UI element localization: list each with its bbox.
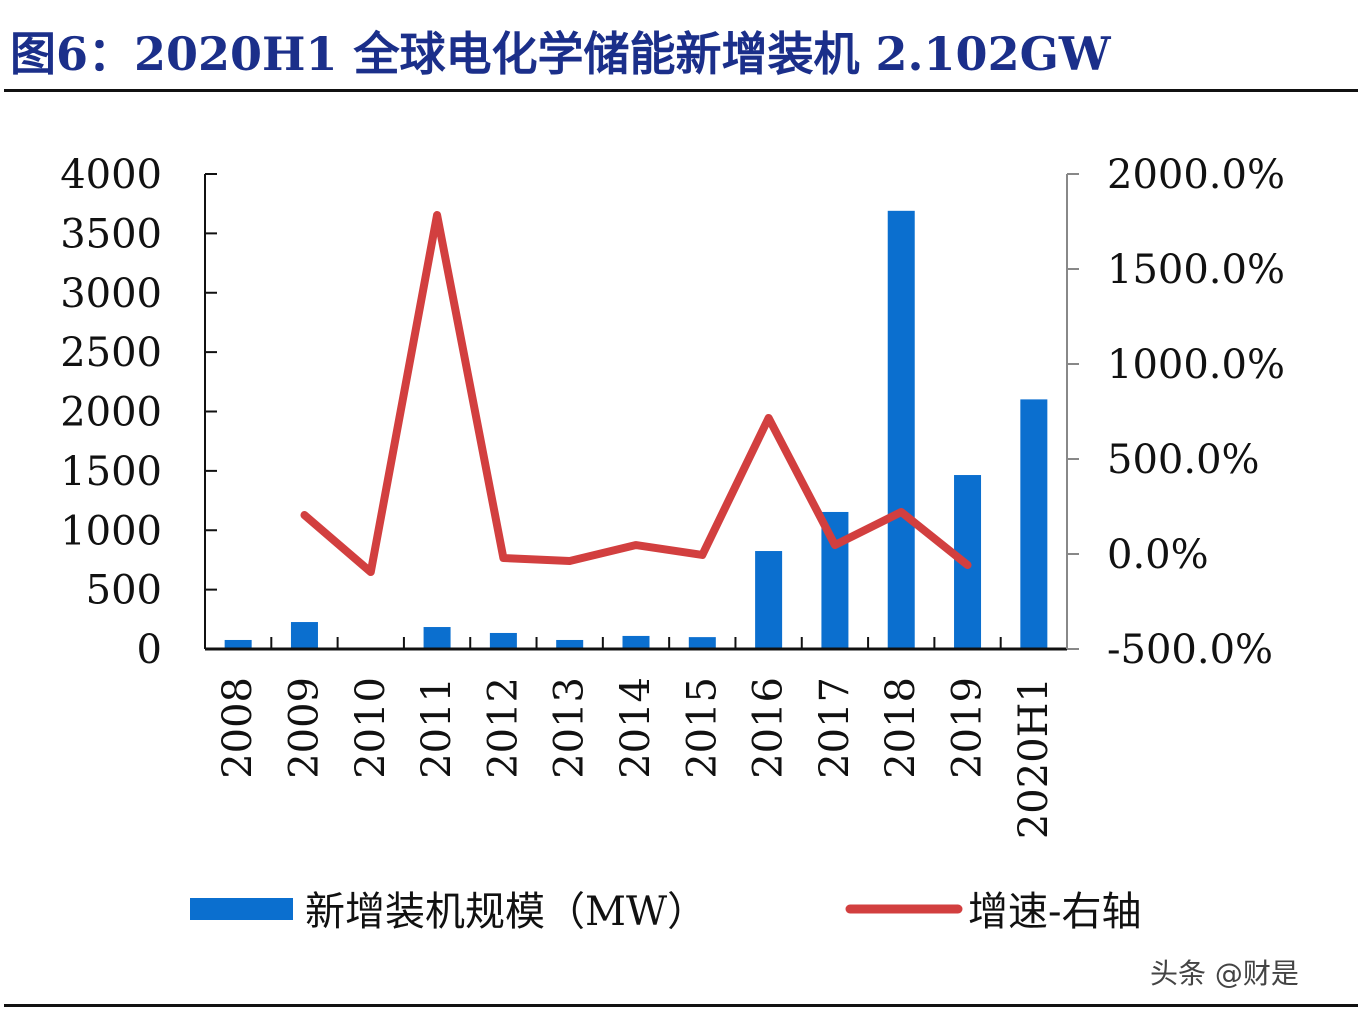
right-tick-label: 1000.0% bbox=[1107, 342, 1285, 388]
x-tick-label: 2017 bbox=[812, 677, 858, 779]
x-tick-label: 2015 bbox=[679, 677, 725, 779]
x-tick-label: 2016 bbox=[746, 677, 792, 779]
left-tick-label: 4000 bbox=[60, 152, 162, 198]
chart-title: 图6：2020H1 全球电化学储能新增装机 2.102GW bbox=[10, 27, 1111, 81]
title-divider bbox=[4, 89, 1358, 92]
x-tick-label: 2018 bbox=[878, 677, 924, 779]
left-tick-label: 3500 bbox=[60, 211, 162, 257]
bar-2016 bbox=[755, 551, 783, 649]
right-tick-label: 0.0% bbox=[1107, 532, 1209, 578]
bar-2011 bbox=[423, 627, 451, 649]
bar-2015 bbox=[688, 637, 716, 649]
bar-2013 bbox=[556, 639, 584, 649]
bar-2014 bbox=[622, 635, 650, 649]
left-tick-label: 2500 bbox=[60, 330, 162, 376]
left-tick-label: 500 bbox=[86, 568, 162, 614]
right-tick-label: 1500.0% bbox=[1107, 247, 1285, 293]
legend-bar-swatch bbox=[190, 898, 293, 920]
right-tick-label: -500.0% bbox=[1107, 627, 1273, 673]
x-tick-label: 2014 bbox=[613, 677, 659, 779]
right-tick-label: 2000.0% bbox=[1107, 152, 1285, 198]
left-tick-label: 3000 bbox=[60, 271, 162, 317]
left-tick-label: 0 bbox=[137, 627, 162, 673]
bottom-divider bbox=[4, 1004, 1358, 1007]
bar-2008 bbox=[224, 639, 252, 649]
legend-line-label: 增速-右轴 bbox=[968, 889, 1142, 935]
x-tick-label: 2010 bbox=[348, 677, 394, 779]
x-tick-label: 2020H1 bbox=[1011, 677, 1057, 839]
x-tick-label: 2013 bbox=[547, 677, 593, 779]
watermark: 头条 @财是 bbox=[1150, 957, 1299, 990]
left-tick-label: 1500 bbox=[60, 449, 162, 495]
left-tick-label: 1000 bbox=[60, 508, 162, 554]
x-tick-label: 2009 bbox=[281, 677, 327, 779]
right-tick-label: 500.0% bbox=[1107, 437, 1260, 483]
left-tick-label: 2000 bbox=[60, 390, 162, 436]
bar-2018 bbox=[887, 210, 915, 649]
x-tick-label: 2011 bbox=[414, 677, 460, 779]
bar-2012 bbox=[489, 632, 517, 649]
bar-2009 bbox=[290, 622, 318, 649]
growth-line bbox=[300, 211, 972, 577]
x-tick-label: 2008 bbox=[215, 677, 261, 779]
legend-bar-label: 新增装机规模（MW） bbox=[305, 889, 707, 935]
x-tick-label: 2019 bbox=[945, 677, 991, 779]
x-tick-label: 2012 bbox=[480, 677, 526, 779]
bar-2020H1 bbox=[1020, 399, 1048, 649]
